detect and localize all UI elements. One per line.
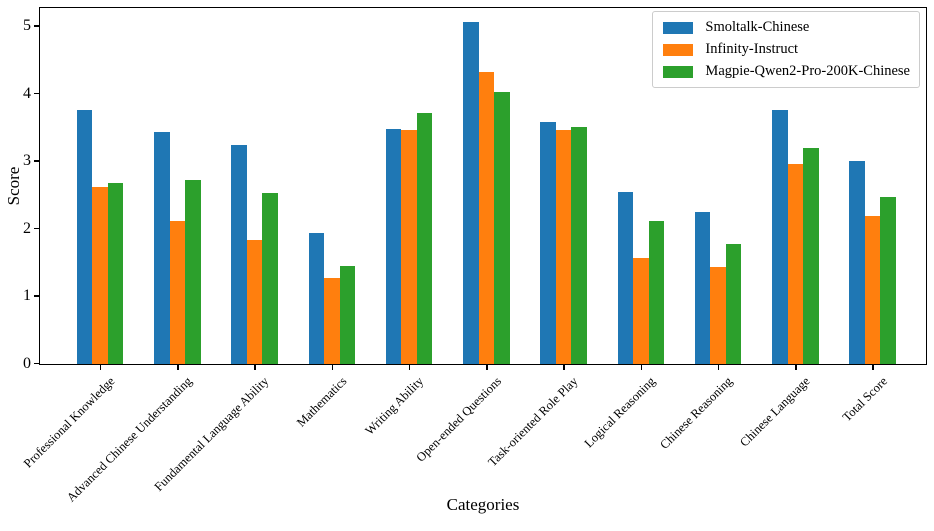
bar-smoltalk-chinese [385, 129, 402, 364]
bar-magpie-qwen2-pro-200k-chinese [416, 112, 433, 364]
x-tick-mark [254, 365, 256, 370]
legend-label: Infinity-Instruct [705, 41, 799, 57]
y-tick-label: 0 [23, 354, 31, 372]
bar-magpie-qwen2-pro-200k-chinese [339, 266, 355, 364]
bar-magpie-qwen2-pro-200k-chinese [107, 183, 124, 364]
x-tick-label: Chinese Reasoning [657, 374, 736, 452]
x-tick-label: Open-ended Questions [412, 374, 504, 465]
bar-magpie-qwen2-pro-200k-chinese [185, 180, 201, 364]
bar-smoltalk-chinese [76, 109, 93, 364]
bar-smoltalk-chinese [231, 145, 247, 364]
x-tick-mark [795, 365, 797, 370]
bar-magpie-qwen2-pro-200k-chinese [648, 220, 664, 364]
plot-area: Smoltalk-Chinese Infinity-Instruct Magpie-… [39, 7, 927, 365]
x-tick-label: Total Score [839, 374, 890, 425]
bar-smoltalk-chinese [308, 233, 324, 364]
bar-smoltalk-chinese [540, 121, 556, 364]
bar-infinity-instruct [478, 72, 494, 364]
bar-smoltalk-chinese [772, 110, 788, 364]
bar-smoltalk-chinese [154, 131, 170, 364]
bar-smoltalk-chinese [694, 212, 711, 364]
x-tick-mark [99, 365, 102, 370]
bar-infinity-instruct [169, 220, 185, 364]
x-tick-label: Mathematics [293, 374, 350, 430]
bar-magpie-qwen2-pro-200k-chinese [803, 148, 819, 364]
bar-infinity-instruct [92, 187, 108, 364]
legend-swatch [663, 65, 694, 78]
y-tick-mark [34, 92, 39, 95]
bar-infinity-instruct [246, 239, 263, 364]
y-tick-mark [34, 295, 39, 297]
y-tick-label: 4 [23, 84, 31, 102]
legend-label: Magpie-Qwen2-Pro-200K-Chinese [705, 63, 910, 79]
y-tick-label: 1 [23, 287, 31, 304]
x-tick-label: Writing Ability [362, 374, 427, 438]
bar-smoltalk-chinese [463, 21, 479, 364]
bar-infinity-instruct [864, 216, 881, 364]
legend-label: Smoltalk-Chinese [705, 19, 810, 35]
y-tick-label: 3 [23, 152, 31, 170]
x-tick-mark [408, 365, 411, 370]
bar-magpie-qwen2-pro-200k-chinese [725, 243, 742, 364]
x-tick-mark [331, 365, 333, 370]
x-tick-label: Chinese Language [737, 374, 813, 450]
legend: Smoltalk-Chinese Infinity-Instruct Magpie-… [652, 11, 920, 88]
legend-item: Infinity-Instruct [663, 41, 910, 58]
bar-magpie-qwen2-pro-200k-chinese [262, 193, 278, 364]
x-tick-label: Logical Reasoning [581, 374, 659, 451]
x-tick-mark [486, 365, 488, 370]
x-axis-label: Categories [446, 495, 520, 514]
legend-item: Smoltalk-Chinese [663, 19, 910, 36]
y-tick-mark [34, 227, 39, 230]
bar-infinity-instruct [401, 129, 417, 364]
bar-infinity-instruct [633, 258, 649, 364]
bar-magpie-qwen2-pro-200k-chinese [494, 92, 510, 364]
y-tick-mark [34, 362, 39, 365]
x-tick-mark [177, 365, 179, 370]
legend-swatch [663, 21, 694, 34]
y-axis-label: Score [4, 166, 23, 206]
legend-swatch [663, 43, 694, 56]
bar-infinity-instruct [787, 163, 803, 364]
x-tick-mark [640, 365, 642, 370]
bar-infinity-instruct [710, 266, 726, 364]
x-tick-mark [563, 365, 565, 370]
bar-magpie-qwen2-pro-200k-chinese [880, 196, 896, 364]
bar-infinity-instruct [555, 130, 572, 364]
y-tick-mark [34, 160, 39, 162]
y-tick-mark [34, 25, 39, 27]
bar-smoltalk-chinese [617, 191, 633, 364]
legend-item: Magpie-Qwen2-Pro-200K-Chinese [663, 63, 910, 80]
x-tick-mark [717, 365, 720, 370]
bar-infinity-instruct [324, 277, 340, 364]
x-tick-label: Advanced Chinese Understanding [63, 374, 195, 505]
bar-magpie-qwen2-pro-200k-chinese [571, 127, 587, 364]
y-tick-label: 2 [23, 219, 31, 237]
y-tick-label: 5 [23, 17, 31, 35]
bar-smoltalk-chinese [849, 160, 865, 364]
x-tick-mark [872, 365, 874, 370]
